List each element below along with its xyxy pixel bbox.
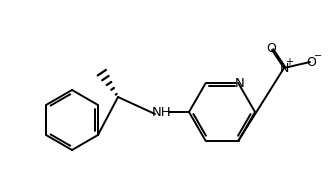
Text: −: − xyxy=(314,51,322,61)
Text: O: O xyxy=(266,42,276,55)
Text: N: N xyxy=(235,77,244,90)
Text: N: N xyxy=(235,77,244,90)
Text: +: + xyxy=(285,57,293,67)
Text: NH: NH xyxy=(152,107,172,120)
Text: O: O xyxy=(306,55,316,68)
Text: N: N xyxy=(279,61,289,74)
